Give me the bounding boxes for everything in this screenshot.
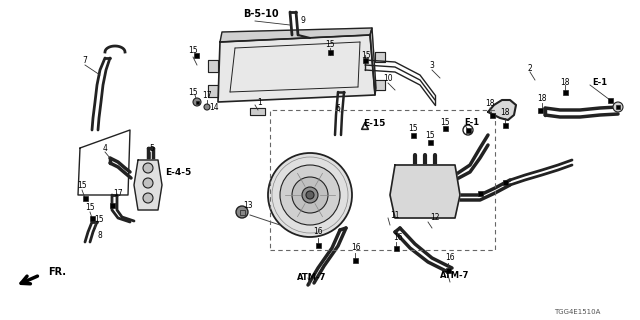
Text: 15: 15 bbox=[440, 117, 450, 126]
Circle shape bbox=[236, 206, 248, 218]
Text: 15: 15 bbox=[188, 87, 198, 97]
Text: 16: 16 bbox=[313, 228, 323, 236]
Circle shape bbox=[204, 104, 210, 110]
Bar bbox=[490, 113, 495, 117]
Text: 16: 16 bbox=[393, 234, 403, 243]
Text: TGG4E1510A: TGG4E1510A bbox=[554, 309, 600, 315]
Text: 17: 17 bbox=[202, 91, 212, 100]
Circle shape bbox=[306, 191, 314, 199]
Text: 15: 15 bbox=[77, 180, 87, 189]
Text: E-1: E-1 bbox=[465, 117, 479, 126]
Circle shape bbox=[143, 163, 153, 173]
Text: 8: 8 bbox=[98, 230, 102, 239]
Bar bbox=[394, 245, 399, 251]
Text: 13: 13 bbox=[243, 201, 253, 210]
Text: E-15: E-15 bbox=[363, 118, 385, 127]
Polygon shape bbox=[375, 80, 385, 90]
Bar bbox=[465, 127, 470, 132]
Text: ATM-7: ATM-7 bbox=[440, 270, 470, 279]
Circle shape bbox=[143, 193, 153, 203]
Polygon shape bbox=[220, 28, 372, 42]
Bar bbox=[109, 203, 115, 207]
Circle shape bbox=[280, 165, 340, 225]
Polygon shape bbox=[375, 52, 385, 62]
Polygon shape bbox=[488, 100, 516, 120]
Bar bbox=[362, 58, 367, 62]
Text: 14: 14 bbox=[209, 102, 219, 111]
Polygon shape bbox=[250, 108, 265, 115]
Text: 15: 15 bbox=[425, 131, 435, 140]
Text: ATM-7: ATM-7 bbox=[298, 274, 326, 283]
Circle shape bbox=[292, 177, 328, 213]
Bar bbox=[616, 105, 620, 109]
Bar bbox=[538, 108, 543, 113]
Text: 2: 2 bbox=[527, 63, 532, 73]
Text: 15: 15 bbox=[325, 39, 335, 49]
Polygon shape bbox=[390, 165, 460, 218]
Bar bbox=[353, 258, 358, 262]
Polygon shape bbox=[370, 28, 376, 95]
Bar bbox=[502, 123, 508, 127]
Bar bbox=[270, 110, 495, 250]
Text: 18: 18 bbox=[485, 99, 495, 108]
Text: 6: 6 bbox=[335, 103, 340, 113]
Bar bbox=[445, 268, 451, 273]
Bar bbox=[428, 140, 433, 145]
Text: 15: 15 bbox=[94, 215, 104, 225]
Bar bbox=[563, 90, 568, 94]
Bar bbox=[239, 210, 244, 214]
Bar bbox=[442, 125, 447, 131]
Circle shape bbox=[613, 102, 623, 112]
Text: 4: 4 bbox=[102, 143, 108, 153]
Text: 16: 16 bbox=[445, 253, 455, 262]
Text: 15: 15 bbox=[188, 45, 198, 54]
Text: 5: 5 bbox=[150, 143, 154, 153]
Bar bbox=[410, 132, 415, 138]
Polygon shape bbox=[208, 60, 218, 72]
Text: 10: 10 bbox=[383, 74, 393, 83]
Bar bbox=[328, 50, 333, 54]
Bar bbox=[502, 180, 508, 185]
Text: 18: 18 bbox=[560, 77, 570, 86]
Text: 1: 1 bbox=[258, 98, 262, 107]
Bar bbox=[316, 243, 321, 247]
Text: 16: 16 bbox=[351, 244, 361, 252]
Text: 15: 15 bbox=[408, 124, 418, 132]
Text: 7: 7 bbox=[83, 55, 88, 65]
Polygon shape bbox=[218, 35, 375, 102]
Text: 11: 11 bbox=[390, 211, 400, 220]
Text: E-1: E-1 bbox=[593, 77, 607, 86]
Circle shape bbox=[302, 187, 318, 203]
Polygon shape bbox=[134, 160, 162, 210]
Text: 9: 9 bbox=[301, 15, 305, 25]
Bar bbox=[607, 98, 612, 102]
Text: E-4-5: E-4-5 bbox=[165, 167, 191, 177]
Text: 15: 15 bbox=[85, 204, 95, 212]
Text: 3: 3 bbox=[429, 60, 435, 69]
Polygon shape bbox=[208, 85, 218, 97]
Circle shape bbox=[143, 178, 153, 188]
Text: 18: 18 bbox=[537, 93, 547, 102]
Circle shape bbox=[193, 98, 201, 106]
Bar bbox=[477, 190, 483, 196]
Text: FR.: FR. bbox=[48, 267, 66, 277]
Bar bbox=[90, 215, 95, 220]
Text: 17: 17 bbox=[113, 188, 123, 197]
Circle shape bbox=[268, 153, 352, 237]
Text: 12: 12 bbox=[430, 213, 440, 222]
Bar bbox=[83, 196, 88, 201]
Bar bbox=[193, 52, 198, 58]
Text: 15: 15 bbox=[361, 51, 371, 60]
Text: B-5-10: B-5-10 bbox=[243, 9, 279, 19]
Bar bbox=[195, 100, 198, 103]
Text: 18: 18 bbox=[500, 108, 509, 116]
